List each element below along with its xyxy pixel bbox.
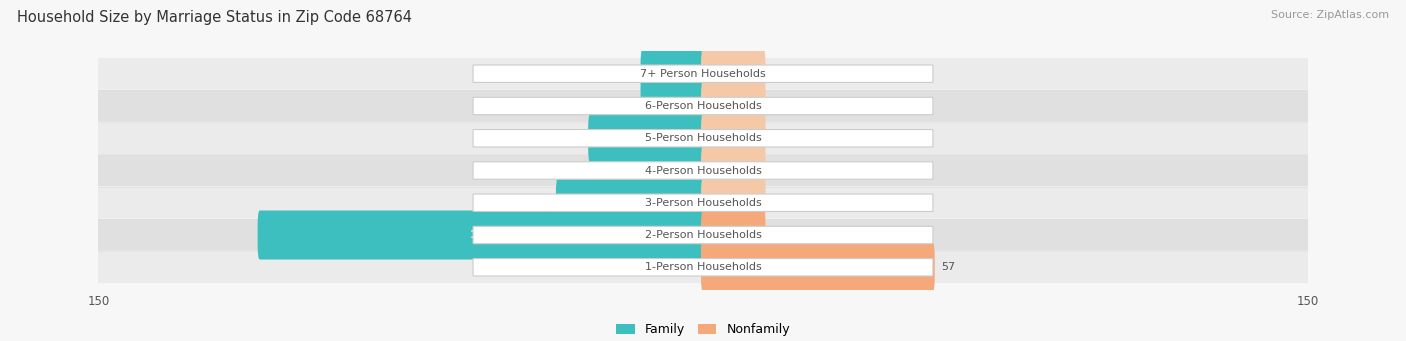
Text: 110: 110 <box>470 230 494 240</box>
FancyBboxPatch shape <box>641 49 704 98</box>
FancyBboxPatch shape <box>472 65 934 83</box>
FancyBboxPatch shape <box>90 155 1316 186</box>
FancyBboxPatch shape <box>588 114 704 163</box>
FancyBboxPatch shape <box>702 49 765 98</box>
Text: Household Size by Marriage Status in Zip Code 68764: Household Size by Marriage Status in Zip… <box>17 10 412 25</box>
Text: 8: 8 <box>627 101 634 111</box>
FancyBboxPatch shape <box>90 122 1316 154</box>
FancyBboxPatch shape <box>90 90 1316 122</box>
FancyBboxPatch shape <box>472 258 934 276</box>
FancyBboxPatch shape <box>472 130 934 147</box>
FancyBboxPatch shape <box>472 97 934 115</box>
FancyBboxPatch shape <box>641 81 704 131</box>
FancyBboxPatch shape <box>90 219 1316 251</box>
FancyBboxPatch shape <box>702 114 765 163</box>
Text: 6-Person Households: 6-Person Households <box>644 101 762 111</box>
Text: 0: 0 <box>772 69 779 79</box>
FancyBboxPatch shape <box>616 146 704 195</box>
FancyBboxPatch shape <box>702 243 935 292</box>
Text: 1: 1 <box>627 69 634 79</box>
FancyBboxPatch shape <box>257 210 704 260</box>
Text: 3-Person Households: 3-Person Households <box>644 198 762 208</box>
Legend: Family, Nonfamily: Family, Nonfamily <box>616 323 790 336</box>
FancyBboxPatch shape <box>472 194 934 211</box>
Text: 0: 0 <box>772 165 779 176</box>
FancyBboxPatch shape <box>702 146 765 195</box>
Text: 5-Person Households: 5-Person Households <box>644 133 762 143</box>
Text: 10: 10 <box>772 230 786 240</box>
Text: 36: 36 <box>536 198 550 208</box>
FancyBboxPatch shape <box>472 226 934 244</box>
Text: 57: 57 <box>941 262 955 272</box>
FancyBboxPatch shape <box>472 162 934 179</box>
Text: 21: 21 <box>596 165 610 176</box>
Text: 1-Person Households: 1-Person Households <box>644 262 762 272</box>
Text: 4-Person Households: 4-Person Households <box>644 165 762 176</box>
Text: 28: 28 <box>568 133 582 143</box>
FancyBboxPatch shape <box>90 187 1316 219</box>
Text: 0: 0 <box>772 198 779 208</box>
Text: 0: 0 <box>772 101 779 111</box>
FancyBboxPatch shape <box>702 210 765 260</box>
Text: 7+ Person Households: 7+ Person Households <box>640 69 766 79</box>
Text: 0: 0 <box>772 133 779 143</box>
FancyBboxPatch shape <box>555 178 704 227</box>
Text: Source: ZipAtlas.com: Source: ZipAtlas.com <box>1271 10 1389 20</box>
FancyBboxPatch shape <box>702 178 765 227</box>
FancyBboxPatch shape <box>90 58 1316 90</box>
FancyBboxPatch shape <box>702 81 765 131</box>
FancyBboxPatch shape <box>90 251 1316 283</box>
Text: 2-Person Households: 2-Person Households <box>644 230 762 240</box>
